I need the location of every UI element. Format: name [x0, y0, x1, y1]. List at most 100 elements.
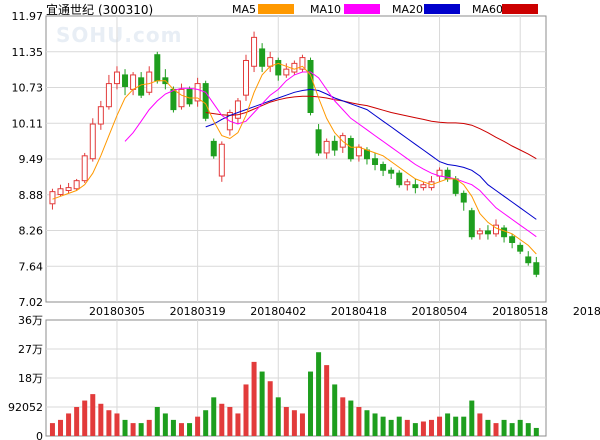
candle-body — [89, 123, 96, 160]
candle-body — [380, 163, 387, 171]
candle-body — [234, 100, 241, 119]
candle-body — [323, 140, 330, 154]
x-tick-label: 20180418 — [331, 305, 387, 318]
price-y-tick-label: 10.11 — [12, 117, 44, 130]
candle-body — [218, 143, 225, 177]
candle-body — [476, 230, 483, 235]
volume-bar — [340, 397, 346, 436]
x-tick-label: 20180518 — [492, 305, 548, 318]
candle-body — [194, 83, 201, 102]
volume-bar — [461, 416, 467, 436]
volume-y-axis: 36万 27万 18万 92052 0 — [8, 314, 43, 440]
volume-bar — [98, 403, 104, 436]
volume-bar — [291, 410, 297, 436]
volume-bar — [324, 365, 330, 436]
chart-subtitle: (300310) — [98, 3, 153, 17]
volume-bar — [138, 423, 144, 436]
volume-bar — [493, 423, 499, 436]
volume-y-tick-label: 27万 — [18, 343, 43, 356]
candle-body — [146, 71, 153, 93]
candle-body — [275, 59, 282, 76]
candle-body — [259, 48, 266, 67]
price-y-tick-label: 11.35 — [12, 46, 44, 59]
volume-bar — [299, 413, 305, 436]
volume-bar — [283, 407, 289, 436]
volume-bar — [259, 371, 265, 436]
volume-bar — [90, 394, 96, 436]
volume-bar — [348, 400, 354, 436]
volume-bar — [106, 410, 112, 436]
volume-bar — [195, 416, 201, 436]
volume-bar — [211, 397, 217, 436]
volume-y-tick-label: 92052 — [8, 401, 43, 414]
legend-ma60-label: MA60 — [472, 3, 503, 16]
candle-body — [525, 256, 532, 264]
volume-bar — [453, 416, 459, 436]
volume-bar — [203, 410, 209, 436]
volume-bar — [388, 419, 394, 436]
candle-body — [267, 57, 274, 67]
volume-bar — [162, 413, 168, 436]
legend-ma10-swatch — [344, 4, 380, 14]
volume-y-tick-label: 18万 — [18, 372, 43, 385]
volume-bar — [364, 410, 370, 436]
chart-title: 宜通世纪 — [46, 2, 94, 17]
volume-bar — [49, 423, 55, 436]
volume-bar — [517, 419, 523, 436]
candle-body — [243, 59, 249, 96]
volume-bar — [187, 423, 193, 436]
candle-body — [404, 181, 411, 186]
volume-bar — [66, 413, 72, 436]
volume-bar — [404, 419, 410, 436]
candle-body — [105, 83, 112, 108]
candle-body — [396, 172, 403, 186]
candle-body — [315, 129, 322, 154]
volume-bar — [308, 371, 314, 436]
volume-y-tick-label: 36万 — [18, 314, 43, 327]
volume-bar — [356, 407, 362, 436]
volume-bar — [58, 419, 64, 436]
volume-bar — [533, 427, 539, 436]
volume-bar — [251, 361, 257, 436]
candle-body — [210, 140, 217, 157]
candle-body — [138, 77, 145, 96]
volume-bar — [154, 407, 160, 436]
candle-body — [130, 74, 137, 90]
price-y-tick-label: 7.64 — [19, 260, 44, 273]
candle-body — [186, 88, 193, 105]
candle-body — [501, 227, 508, 238]
candle-body — [460, 192, 467, 203]
candle-body — [65, 187, 72, 191]
volume-bar — [170, 419, 176, 436]
price-y-tick-label: 10.73 — [12, 82, 44, 95]
legend-ma5-label: MA5 — [232, 3, 256, 16]
candle-body — [388, 169, 395, 174]
volume-bar — [380, 416, 386, 436]
volume-bar — [477, 413, 483, 436]
volume-bar — [146, 419, 152, 436]
candle-body — [493, 224, 499, 235]
moving-averages — [52, 62, 537, 255]
volume-bar — [469, 400, 475, 436]
price-y-tick-label: 8.88 — [19, 189, 44, 202]
legend-ma60-swatch — [502, 4, 538, 14]
candle-body — [355, 146, 362, 157]
candle-body — [468, 210, 475, 238]
x-tick-label: 20180305 — [89, 305, 145, 318]
candle-body — [73, 180, 80, 190]
volume-bar — [485, 419, 491, 436]
candle-body — [251, 36, 258, 67]
volume-bar — [372, 413, 378, 436]
watermark: SOHU.com — [56, 23, 182, 47]
volume-bar — [509, 423, 515, 436]
candle-body — [533, 262, 540, 275]
candle-body — [202, 83, 209, 119]
x-tick-label: 20180504 — [412, 305, 468, 318]
volume-bar — [332, 384, 338, 436]
volume-bar — [243, 384, 249, 436]
legend-ma10-label: MA10 — [310, 3, 341, 16]
volume-bar — [437, 416, 443, 436]
volume-bar — [428, 419, 434, 436]
volume-bar — [227, 407, 233, 436]
